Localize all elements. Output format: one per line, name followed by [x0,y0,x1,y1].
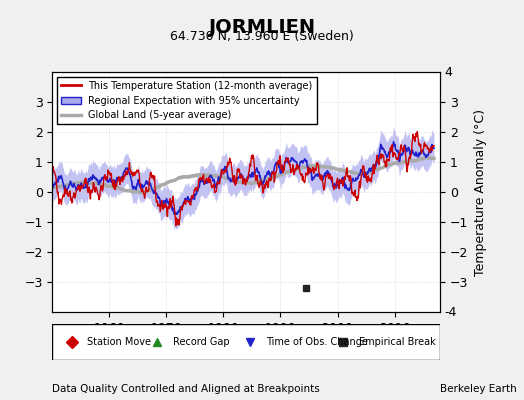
Text: Data Quality Controlled and Aligned at Breakpoints: Data Quality Controlled and Aligned at B… [52,384,320,394]
Text: -4: -4 [444,306,456,318]
Text: Time of Obs. Change: Time of Obs. Change [266,337,367,347]
Text: Empirical Break: Empirical Break [359,337,435,347]
FancyBboxPatch shape [52,324,440,360]
Text: Berkeley Earth: Berkeley Earth [440,384,517,394]
Text: Record Gap: Record Gap [172,337,229,347]
Text: 64.730 N, 13.960 E (Sweden): 64.730 N, 13.960 E (Sweden) [170,30,354,43]
Text: Station Move: Station Move [88,337,151,347]
Y-axis label: Temperature Anomaly (°C): Temperature Anomaly (°C) [474,108,487,276]
Legend: This Temperature Station (12-month average), Regional Expectation with 95% uncer: This Temperature Station (12-month avera… [57,77,316,124]
Text: 4: 4 [444,66,452,78]
Text: JORMLIEN: JORMLIEN [209,18,315,37]
